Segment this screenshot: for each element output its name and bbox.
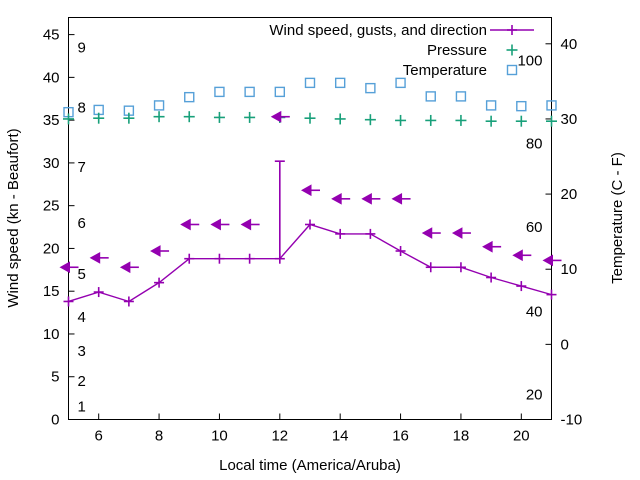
series-pressure bbox=[63, 111, 557, 127]
right-axis-ticks: -10 0 10 20 30 40 bbox=[545, 36, 583, 429]
temperature-point bbox=[395, 77, 406, 89]
left-tick-label: 10 bbox=[43, 326, 60, 343]
direction-arrow-head bbox=[270, 110, 282, 123]
beaufort-label: 6 bbox=[78, 215, 86, 232]
left-tick-label: 30 bbox=[43, 155, 60, 172]
temperature-point bbox=[546, 100, 557, 111]
direction-arrow-head bbox=[331, 192, 342, 205]
bottom-axis-ticks: 6 8 10 12 14 16 18 20 bbox=[95, 413, 530, 445]
bottom-tick-label: 16 bbox=[392, 428, 409, 445]
temperature-point bbox=[214, 86, 225, 98]
beaufort-label: 4 bbox=[78, 309, 86, 326]
direction-arrow-head bbox=[180, 218, 191, 231]
legend-label: Temperature bbox=[403, 62, 487, 79]
temperature-point bbox=[455, 91, 467, 102]
fahrenheit-label: 40 bbox=[526, 303, 543, 320]
fahrenheit-label: 100 bbox=[517, 52, 542, 69]
temperature-point bbox=[485, 100, 497, 111]
temperature-point bbox=[184, 91, 195, 103]
temperature-point bbox=[244, 86, 255, 98]
left-tick-label: 25 bbox=[43, 198, 60, 215]
temperature-point bbox=[274, 86, 286, 98]
bottom-tick-label: 6 bbox=[95, 428, 103, 445]
direction-arrow-head bbox=[119, 261, 131, 274]
temperature-point bbox=[153, 100, 165, 111]
direction-arrow-head bbox=[482, 240, 493, 253]
direction-arrow-head bbox=[89, 251, 101, 264]
right-tick-label: 0 bbox=[561, 336, 569, 353]
legend-sample-marker bbox=[506, 64, 518, 76]
left-tick-label: 45 bbox=[43, 27, 60, 44]
bottom-tick-label: 12 bbox=[271, 428, 288, 445]
beaufort-label: 2 bbox=[78, 373, 86, 390]
series-wind-direction bbox=[59, 110, 562, 274]
temperature-point bbox=[334, 77, 346, 89]
bottom-tick-label: 14 bbox=[332, 428, 349, 445]
left-tick-label: 0 bbox=[51, 412, 59, 429]
beaufort-label: 1 bbox=[78, 399, 86, 416]
direction-arrow-head bbox=[150, 245, 161, 257]
left-tick-label: 20 bbox=[43, 240, 60, 257]
direction-arrow-head bbox=[210, 218, 221, 231]
direction-arrow-head bbox=[59, 261, 70, 274]
fahrenheit-label: 60 bbox=[526, 219, 543, 236]
fahrenheit-scale-labels: 20 40 60 80 100 bbox=[517, 52, 542, 403]
series-wind-speed bbox=[63, 219, 557, 307]
left-tick-label: 40 bbox=[43, 69, 60, 86]
beaufort-label: 8 bbox=[78, 99, 86, 116]
right-tick-label: -10 bbox=[561, 412, 583, 429]
beaufort-label: 3 bbox=[78, 343, 86, 360]
x-axis-label: Local time (America/Aruba) bbox=[219, 457, 401, 474]
y-axis-label: Wind speed (kn - Beaufort) bbox=[5, 128, 22, 307]
fahrenheit-label: 20 bbox=[526, 387, 543, 404]
beaufort-label: 9 bbox=[78, 39, 86, 56]
fahrenheit-label: 80 bbox=[526, 136, 543, 153]
beaufort-label: 7 bbox=[78, 159, 86, 176]
temperature-point bbox=[425, 91, 436, 102]
direction-arrow-head bbox=[391, 192, 403, 205]
beaufort-label: 5 bbox=[78, 266, 86, 283]
right-tick-label: 30 bbox=[561, 111, 578, 128]
plot-frame bbox=[68, 17, 552, 420]
direction-arrow-head bbox=[512, 249, 523, 262]
direction-arrow-head bbox=[361, 192, 372, 205]
legend-label: Wind speed, gusts, and direction bbox=[269, 22, 487, 39]
left-tick-label: 35 bbox=[43, 112, 60, 129]
left-tick-label: 15 bbox=[43, 283, 60, 300]
left-axis-ticks: 0 5 10 15 20 25 30 35 40 45 bbox=[43, 27, 75, 429]
temperature-point bbox=[304, 77, 316, 89]
bottom-tick-label: 10 bbox=[211, 428, 228, 445]
legend-label: Pressure bbox=[427, 42, 487, 59]
direction-arrow-head bbox=[300, 184, 312, 197]
right-tick-label: 40 bbox=[561, 36, 578, 53]
direction-arrow-head bbox=[240, 218, 252, 231]
y2-axis-label: Temperature (C - F) bbox=[609, 152, 626, 284]
chart-legend: Wind speed, gusts, and direction Pressure… bbox=[269, 22, 534, 79]
bottom-tick-label: 20 bbox=[513, 428, 530, 445]
bottom-tick-label: 18 bbox=[453, 428, 470, 445]
direction-arrow-head bbox=[451, 227, 463, 239]
direction-arrow-head bbox=[421, 227, 433, 239]
right-tick-label: 20 bbox=[561, 186, 578, 203]
temperature-point bbox=[365, 82, 376, 94]
beaufort-scale-labels: 1 2 3 4 5 6 7 8 9 bbox=[78, 39, 86, 415]
series-gusts bbox=[274, 160, 285, 259]
temperature-point bbox=[516, 100, 527, 112]
direction-arrow-head bbox=[542, 254, 553, 267]
right-tick-label: 10 bbox=[561, 261, 578, 278]
left-tick-label: 5 bbox=[51, 369, 59, 386]
bottom-tick-label: 8 bbox=[155, 428, 163, 445]
